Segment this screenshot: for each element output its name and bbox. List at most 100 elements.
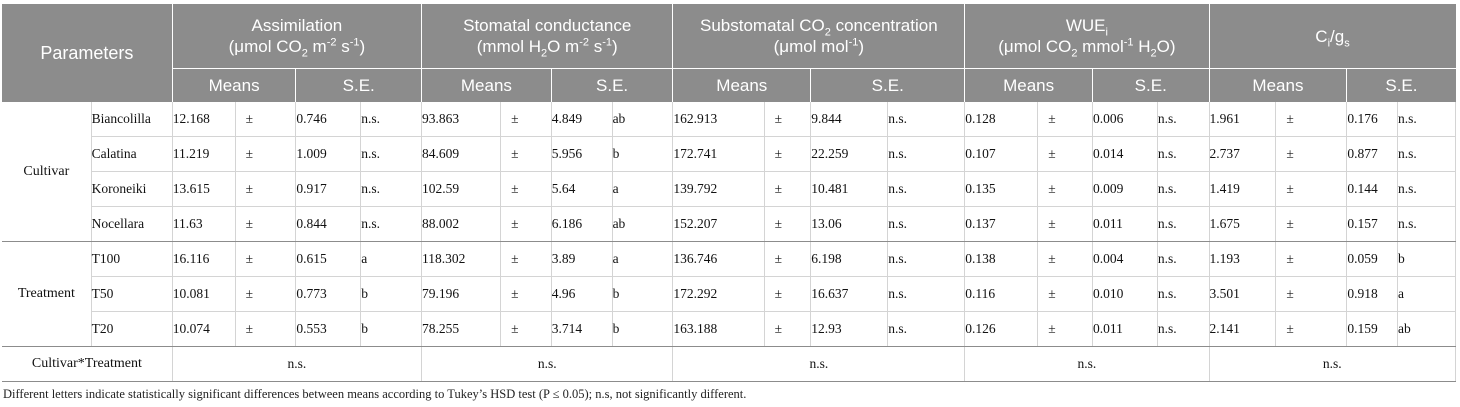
se-value: 4.96 xyxy=(551,276,613,312)
se-value: 0.176 xyxy=(1346,102,1399,137)
se-value: 9.844 xyxy=(810,102,889,137)
plus-minus: ± xyxy=(1275,206,1348,242)
plus-minus: ± xyxy=(235,171,297,207)
se-value: 0.877 xyxy=(1346,136,1399,172)
mean-value: 88.002 xyxy=(421,206,502,242)
significance-letter: n.s. xyxy=(360,136,423,172)
mean-value: 162.913 xyxy=(672,102,765,137)
table-row: Koroneiki 13.615 ±0.917 n.s. 102.59 ±5.64 a 139… xyxy=(2,171,1456,207)
significance-letter: a xyxy=(1397,276,1456,312)
plus-minus: ± xyxy=(1037,311,1093,347)
significance-letter: n.s. xyxy=(887,171,966,207)
significance-letter: b xyxy=(612,311,674,347)
significance-letter: n.s. xyxy=(1157,241,1210,277)
table-row: Nocellara 11.63 ±0.844 n.s. 88.002 ±6.186 ab 15… xyxy=(2,206,1456,242)
significance-letter: n.s. xyxy=(1397,171,1456,207)
se-value: 0.011 xyxy=(1092,311,1158,347)
plus-minus: ± xyxy=(235,241,297,277)
plus-minus: ± xyxy=(500,241,552,277)
table-row: Calatina 11.219 ±1.009 n.s. 84.609 ±5.956 b 172… xyxy=(2,136,1456,172)
significance-letter: n.s. xyxy=(360,171,423,207)
se-value: 1.009 xyxy=(295,136,362,172)
se-value: 0.746 xyxy=(295,102,362,137)
significance-letter: n.s. xyxy=(887,276,966,312)
significance-letter: n.s. xyxy=(1157,311,1210,347)
plus-minus: ± xyxy=(1275,311,1348,347)
mean-value: 0.126 xyxy=(964,311,1039,347)
mean-value: 93.863 xyxy=(421,102,502,137)
table-row: T20 10.074 ±0.553 b 78.255 ±3.714 b 163.188 ±12.… xyxy=(2,311,1456,347)
wuei-header: WUEi (μmol CO2 mmol-1 H2O) xyxy=(964,4,1210,69)
assimilation-header: Assimilation (μmol CO2 m-2 s-1) xyxy=(172,4,423,69)
mean-value: 11.219 xyxy=(172,136,236,172)
mean-value: 102.59 xyxy=(421,171,502,207)
significance-letter: ab xyxy=(1397,311,1456,347)
means-header: Means xyxy=(421,68,552,102)
plus-minus: ± xyxy=(500,311,552,347)
se-value: 0.006 xyxy=(1092,102,1158,137)
mean-value: 1.193 xyxy=(1209,241,1277,277)
se-value: 0.844 xyxy=(295,206,362,242)
significance-letter: n.s. xyxy=(1397,102,1456,137)
significance-letter: n.s. xyxy=(1157,102,1210,137)
se-value: 0.004 xyxy=(1092,241,1158,277)
mean-value: 0.107 xyxy=(964,136,1039,172)
significance-letter: n.s. xyxy=(887,241,966,277)
mean-value: 12.168 xyxy=(172,102,236,137)
table-body: Cultivar Biancolilla 12.168 ±0.746 n.s. 93.86… xyxy=(2,102,1457,382)
se-value: 0.918 xyxy=(1346,276,1399,312)
table-row: T50 10.081 ±0.773 b 79.196 ±4.96 b 172.292 ±16.6… xyxy=(2,276,1456,312)
plus-minus: ± xyxy=(764,206,812,242)
se-value: 0.144 xyxy=(1346,171,1399,207)
mean-value: 0.128 xyxy=(964,102,1039,137)
se-value: 5.64 xyxy=(551,171,613,207)
plus-minus: ± xyxy=(1037,206,1093,242)
interaction-value: n.s. xyxy=(1209,346,1457,382)
plus-minus: ± xyxy=(764,171,812,207)
mean-value: 152.207 xyxy=(672,206,765,242)
plus-minus: ± xyxy=(1037,102,1093,137)
mean-value: 16.116 xyxy=(172,241,236,277)
plus-minus: ± xyxy=(1275,276,1348,312)
plus-minus: ± xyxy=(1275,136,1348,172)
means-header: Means xyxy=(1209,68,1348,102)
mean-value: 139.792 xyxy=(672,171,765,207)
significance-letter: ab xyxy=(612,102,674,137)
significance-letter: n.s. xyxy=(1157,136,1210,172)
se-value: 0.917 xyxy=(295,171,362,207)
mean-value: 13.615 xyxy=(172,171,236,207)
table-row: Treatment T100 16.116 ±0.615 a 118.302 ±3.89 a 1… xyxy=(2,241,1456,347)
plus-minus: ± xyxy=(500,276,552,312)
se-value: 3.714 xyxy=(551,311,613,347)
significance-letter: a xyxy=(360,241,423,277)
mean-value: 0.135 xyxy=(964,171,1039,207)
plus-minus: ± xyxy=(764,276,812,312)
footnote: Different letters indicate statistically… xyxy=(3,387,747,401)
row-label: Calatina xyxy=(91,136,173,172)
mean-value: 0.116 xyxy=(964,276,1039,312)
plus-minus: ± xyxy=(764,136,812,172)
plus-minus: ± xyxy=(235,102,297,137)
mean-value: 78.255 xyxy=(421,311,502,347)
se-value: 10.481 xyxy=(810,171,889,207)
significance-letter: n.s. xyxy=(360,206,423,242)
group-label: Treatment xyxy=(2,241,92,347)
plus-minus: ± xyxy=(764,241,812,277)
plus-minus: ± xyxy=(500,136,552,172)
subheader-row: Means S.E. Means S.E. Means S.E. Means S.E. Mean… xyxy=(2,68,1456,102)
plus-minus: ± xyxy=(1037,276,1093,312)
significance-letter: b xyxy=(1397,241,1456,277)
significance-letter: b xyxy=(612,276,674,312)
stomatal-conductance-header: Stomatal conductance (mmol H2O m-2 s-1) xyxy=(421,4,674,69)
mean-value: 11.63 xyxy=(172,206,236,242)
se-value: 13.06 xyxy=(810,206,889,242)
se-value: 0.159 xyxy=(1346,311,1399,347)
se-header: S.E. xyxy=(1346,68,1456,102)
mean-value: 10.074 xyxy=(172,311,236,347)
mean-value: 163.188 xyxy=(672,311,765,347)
row-label: T50 xyxy=(91,276,173,312)
means-header: Means xyxy=(672,68,812,102)
plus-minus: ± xyxy=(500,102,552,137)
row-label: Nocellara xyxy=(91,206,173,242)
